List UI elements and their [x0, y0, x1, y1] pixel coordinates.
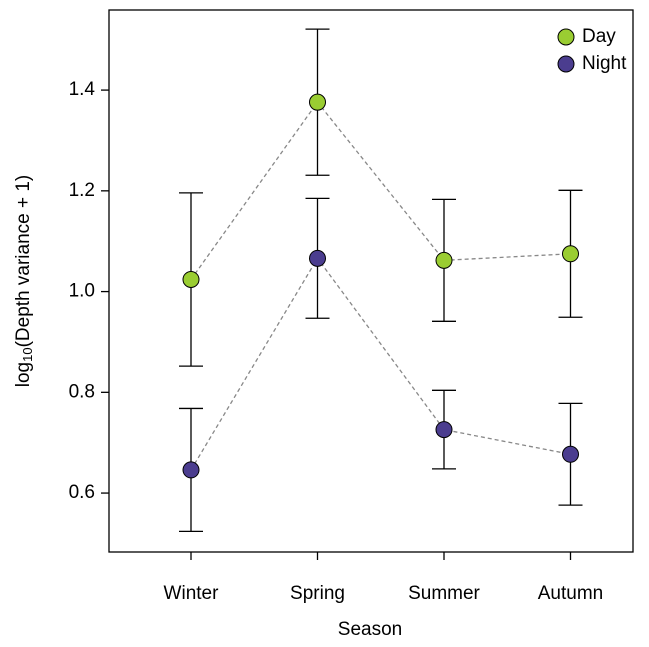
x-tick-label: Winter: [164, 583, 220, 604]
point: [562, 445, 579, 463]
y-tick-label: 1.2: [69, 180, 95, 201]
x-tick-label: Summer: [408, 583, 480, 604]
x-tick-label: Spring: [290, 583, 345, 604]
point: [435, 251, 453, 269]
point: [309, 249, 326, 267]
point: [182, 270, 200, 288]
x-axis-label: Season: [338, 619, 402, 640]
y-label-base: log: [13, 362, 34, 387]
y-axis-label: log10(Depth variance + 1): [13, 175, 35, 388]
y-tick-label: 0.8: [69, 381, 95, 402]
y-label-rest: (Depth variance + 1): [13, 175, 34, 348]
y-tick-label: 1.4: [69, 79, 96, 100]
point: [435, 421, 453, 439]
legend-label: Day: [582, 26, 616, 47]
legend-marker: [557, 55, 575, 73]
legend-marker: [557, 28, 575, 46]
y-tick-label: 1.0: [69, 281, 95, 302]
point: [309, 93, 326, 111]
y-tick-label: 0.6: [69, 482, 95, 503]
connector-line: [190, 101, 571, 280]
y-label-subscript: 10: [20, 347, 35, 361]
legend-label: Night: [582, 53, 627, 74]
plot-frame: [108, 9, 634, 553]
point: [182, 461, 200, 479]
connector-line: [190, 257, 571, 471]
point: [562, 245, 579, 263]
x-tick-label: Autumn: [538, 583, 603, 604]
